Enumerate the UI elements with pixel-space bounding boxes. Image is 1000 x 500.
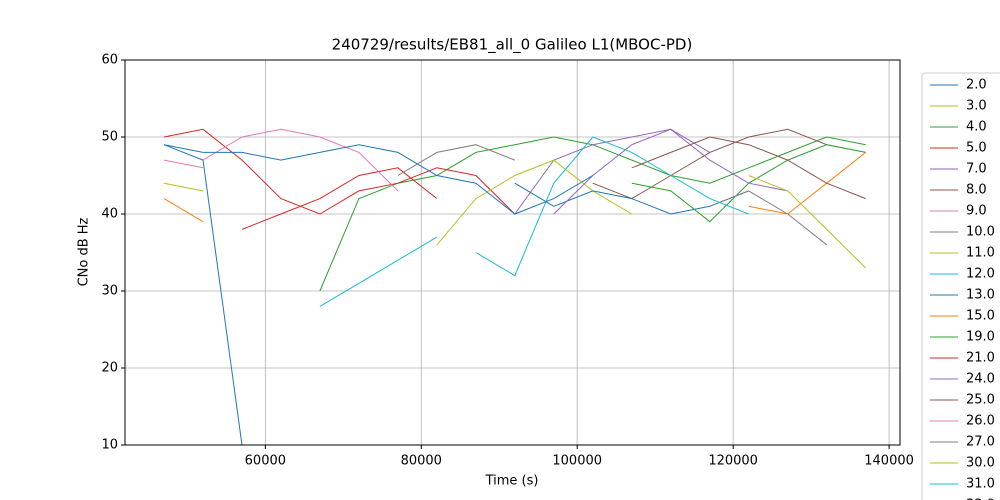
legend-label: 33.0 bbox=[966, 498, 995, 500]
series-line bbox=[709, 190, 828, 246]
legend: 2.0 3.0 4.0 5.0 7.0 8.0 9.0 10.0 11.0 12.0 13.0 15.… bbox=[930, 78, 995, 500]
series-line bbox=[163, 159, 204, 169]
series-line bbox=[631, 136, 866, 200]
legend-label: 26.0 bbox=[966, 414, 995, 429]
legend-label: 19.0 bbox=[966, 330, 995, 345]
y-tick-label: 40 bbox=[101, 207, 118, 222]
legend-label: 11.0 bbox=[966, 246, 995, 261]
legend-label: 25.0 bbox=[966, 393, 995, 408]
plot-frame bbox=[124, 59, 901, 446]
series-line bbox=[163, 128, 516, 215]
series-line bbox=[163, 152, 867, 223]
series-line bbox=[514, 128, 711, 215]
y-tick-label: 30 bbox=[101, 284, 118, 299]
x-tick-label: 140000 bbox=[864, 454, 914, 469]
legend-label: 31.0 bbox=[966, 477, 995, 492]
legend-label: 3.0 bbox=[966, 99, 987, 114]
legend-label: 12.0 bbox=[966, 267, 995, 282]
x-tick-label: 100000 bbox=[552, 454, 602, 469]
legend-label: 27.0 bbox=[966, 435, 995, 450]
y-tick-label: 20 bbox=[101, 361, 118, 376]
legend-label: 7.0 bbox=[966, 162, 987, 177]
legend-label: 5.0 bbox=[966, 141, 987, 156]
legend-label: 2.0 bbox=[966, 78, 987, 93]
legend-label: 8.0 bbox=[966, 183, 987, 198]
x-axis-label: Time (s) bbox=[485, 474, 539, 489]
series-line bbox=[241, 167, 438, 230]
legend-label: 9.0 bbox=[966, 204, 987, 219]
legend-label: 10.0 bbox=[966, 225, 995, 240]
y-axis-label: CNo dB Hz bbox=[77, 217, 92, 286]
legend-label: 4.0 bbox=[966, 120, 987, 135]
chart-title: 240729/results/EB81_all_0 Galileo L1(MBO… bbox=[332, 36, 693, 55]
legend-label: 15.0 bbox=[966, 309, 995, 324]
series-line bbox=[319, 236, 438, 307]
x-tick-label: 60000 bbox=[245, 454, 286, 469]
x-tick-label: 80000 bbox=[401, 454, 442, 469]
y-tick-label: 10 bbox=[101, 438, 118, 453]
series-line bbox=[163, 182, 204, 192]
legend-label: 30.0 bbox=[966, 456, 995, 471]
series-line bbox=[475, 136, 749, 277]
y-tick-label: 60 bbox=[101, 53, 118, 68]
series-line bbox=[748, 175, 867, 269]
legend-box bbox=[921, 72, 1000, 500]
legend-label: 24.0 bbox=[966, 372, 995, 387]
y-tick-label: 50 bbox=[101, 130, 118, 145]
x-tick-label: 120000 bbox=[708, 454, 758, 469]
series-line bbox=[436, 159, 633, 246]
series-line bbox=[163, 144, 594, 215]
ticks: 10 20 30 40 50 60 60000 80000 100000 120000 140000 bbox=[101, 53, 913, 469]
plot-lines bbox=[163, 128, 867, 446]
series-line bbox=[202, 128, 399, 192]
legend-label: 13.0 bbox=[966, 288, 995, 303]
legend-label: 21.0 bbox=[966, 351, 995, 366]
